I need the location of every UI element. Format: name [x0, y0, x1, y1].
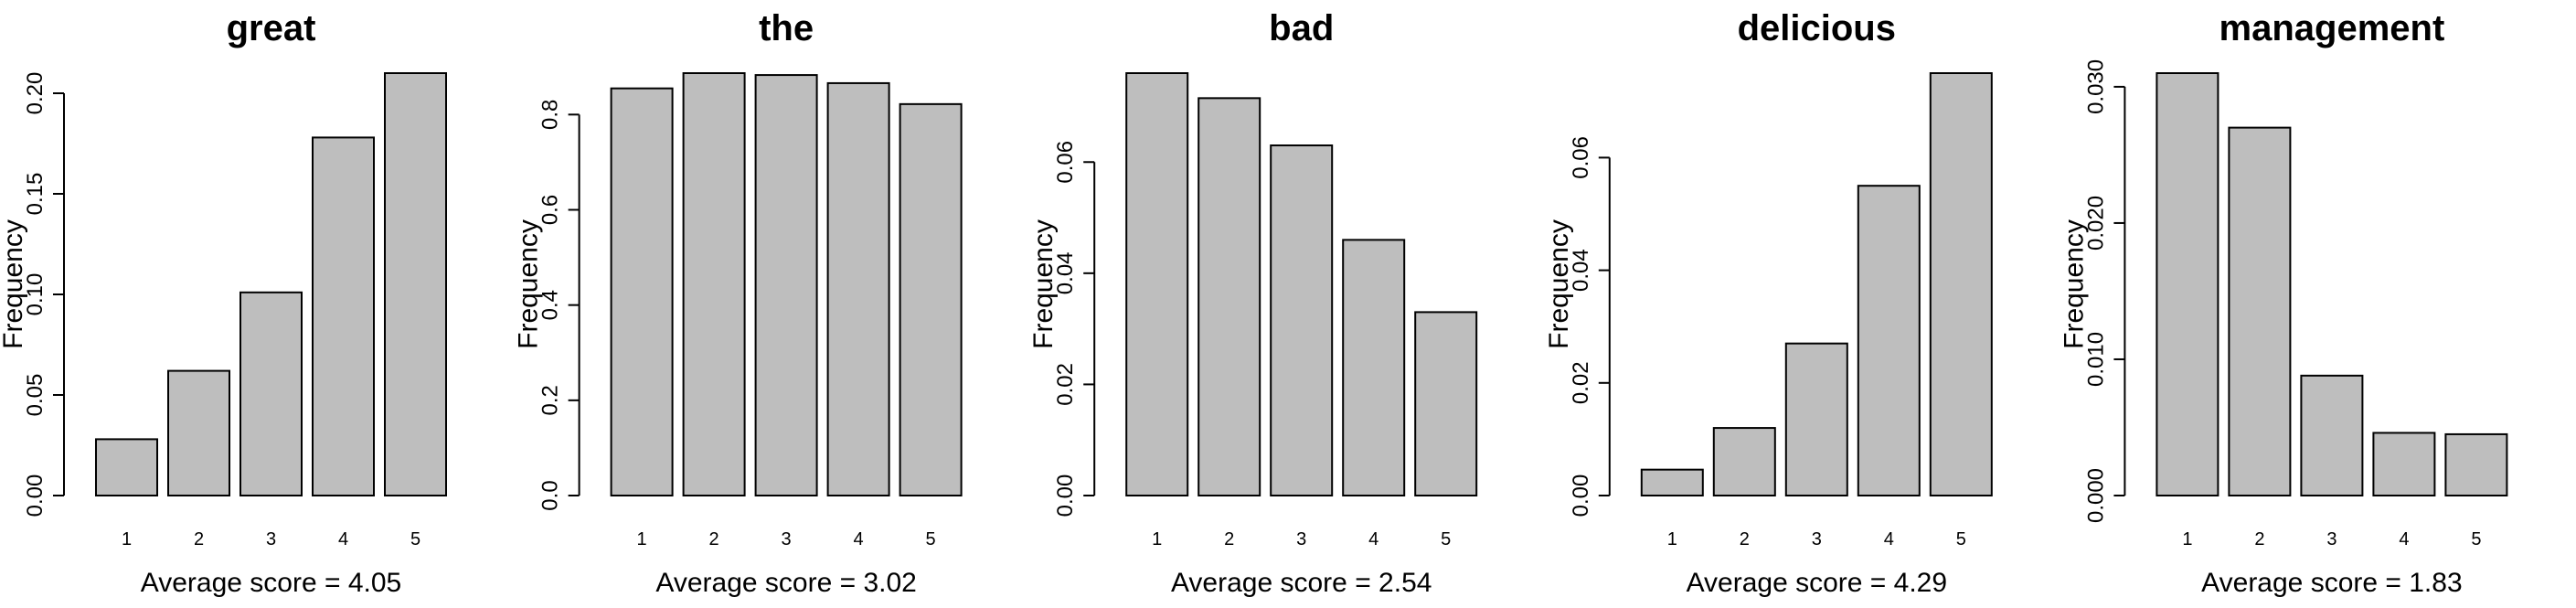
- y-tick-label: 0.030: [2083, 59, 2108, 114]
- bar-1: [1125, 72, 1189, 496]
- x-tick-label: 2: [194, 529, 204, 549]
- x-tick-label: 3: [266, 529, 276, 549]
- chart-panel: management 1 2 3 4 5 0.000 0.010 0.020 0.030 Frequ…: [2059, 8, 2508, 598]
- y-tick-label: 0.020: [2083, 196, 2108, 251]
- bar-5: [2444, 432, 2508, 496]
- bar-1: [95, 438, 158, 496]
- y-tick-label: 0.4: [538, 290, 563, 320]
- x-axis-label: Average score = 4.29: [1687, 568, 1947, 598]
- bar-3: [1784, 342, 1848, 496]
- chart-title: great: [227, 8, 316, 48]
- y-tick-label: 0.02: [1569, 361, 1593, 404]
- x-tick-label: 4: [1368, 529, 1378, 549]
- bar-2: [167, 369, 230, 496]
- x-tick-label: 3: [2326, 529, 2336, 549]
- bar-4: [826, 81, 890, 497]
- y-tick-label: 0.15: [23, 173, 48, 216]
- chart-title: the: [759, 8, 814, 48]
- x-tick-label: 4: [1884, 529, 1894, 549]
- chart-panel: bad 1 2 3 4 5 0.00 0.02 0.04 0.06 Frequency Average…: [1028, 8, 1478, 598]
- x-tick-label: 1: [122, 529, 132, 549]
- bar-4: [2372, 432, 2436, 496]
- y-tick-label: 0.010: [2083, 332, 2108, 387]
- y-axis-label: Frequency: [1544, 219, 1574, 349]
- bar-1: [2156, 72, 2219, 496]
- x-tick-label: 4: [854, 529, 864, 549]
- bar-4: [312, 136, 375, 496]
- y-tick-label: 0.04: [1569, 249, 1593, 292]
- x-tick-label: 1: [1667, 529, 1677, 549]
- y-tick-label: 0.0: [538, 480, 563, 510]
- chart-title: delicious: [1738, 8, 1896, 48]
- x-tick-label: 4: [338, 529, 348, 549]
- y-tick-label: 0.2: [538, 385, 563, 415]
- x-tick-label: 3: [782, 529, 792, 549]
- y-tick-label: 0.8: [538, 100, 563, 130]
- x-axis-label: Average score = 1.83: [2201, 568, 2462, 598]
- y-tick-label: 0.04: [1053, 251, 1078, 294]
- x-tick-label: 2: [709, 529, 719, 549]
- bar-2: [1198, 97, 1261, 497]
- x-tick-label: 4: [2399, 529, 2409, 549]
- x-axis-label: Average score = 2.54: [1171, 568, 1432, 598]
- bar-5: [1414, 311, 1478, 497]
- bar-1: [1640, 468, 1704, 497]
- chart-title: management: [2219, 8, 2445, 48]
- y-tick-label: 0.00: [1053, 475, 1078, 517]
- bar-2: [2228, 126, 2292, 496]
- y-axis-label: Frequency: [0, 219, 28, 349]
- x-axis-label: Average score = 3.02: [655, 568, 916, 598]
- y-axis-label: Frequency: [2059, 219, 2089, 349]
- y-tick-label: 0.00: [23, 475, 48, 517]
- bar-3: [240, 291, 303, 496]
- y-axis-label: Frequency: [1028, 219, 1059, 349]
- y-tick-label: 0.10: [23, 273, 48, 316]
- x-tick-label: 2: [1224, 529, 1234, 549]
- bar-5: [1929, 72, 1993, 496]
- x-tick-label: 3: [1812, 529, 1822, 549]
- bar-4: [1857, 185, 1921, 496]
- bar-4: [1342, 239, 1406, 496]
- chart-panel: delicious 1 2 3 4 5 0.00 0.02 0.04 0.06 Frequency A…: [1544, 8, 1993, 598]
- chart-title: bad: [1269, 8, 1334, 48]
- bar-3: [754, 74, 818, 496]
- y-tick-label: 0.000: [2083, 468, 2108, 523]
- x-tick-label: 2: [1740, 529, 1750, 549]
- x-axis-label: Average score = 4.05: [141, 568, 401, 598]
- bar-5: [384, 72, 447, 496]
- chart-panel: the 1 2 3 4 5 0.0 0.2 0.4 0.6 0.8 Frequency Average …: [514, 8, 963, 598]
- y-tick-label: 0.06: [1569, 136, 1593, 179]
- bar-3: [2300, 374, 2364, 497]
- y-tick-label: 0.20: [23, 72, 48, 115]
- x-tick-label: 5: [1441, 529, 1451, 549]
- bar-5: [899, 102, 963, 497]
- x-tick-label: 1: [637, 529, 647, 549]
- bar-2: [682, 72, 746, 496]
- bar-2: [1712, 427, 1776, 496]
- x-tick-label: 2: [2254, 529, 2264, 549]
- y-tick-label: 0.02: [1053, 363, 1078, 406]
- bar-1: [610, 87, 674, 496]
- x-tick-label: 5: [926, 529, 936, 549]
- bar-3: [1270, 144, 1334, 497]
- x-tick-label: 1: [1152, 529, 1162, 549]
- chart-panel: great 1 2 3 4 5 0.00 0.05 0.10 0.15 0.20 Frequency A…: [0, 8, 447, 598]
- x-tick-label: 1: [2182, 529, 2192, 549]
- y-tick-label: 0.06: [1053, 141, 1078, 184]
- y-axis-label: Frequency: [514, 219, 544, 349]
- x-tick-label: 5: [1956, 529, 1966, 549]
- y-tick-label: 0.05: [23, 374, 48, 417]
- y-tick-label: 0.6: [538, 195, 563, 225]
- y-tick-label: 0.00: [1569, 475, 1593, 517]
- x-tick-label: 5: [2471, 529, 2481, 549]
- x-tick-label: 3: [1296, 529, 1306, 549]
- x-tick-label: 5: [410, 529, 420, 549]
